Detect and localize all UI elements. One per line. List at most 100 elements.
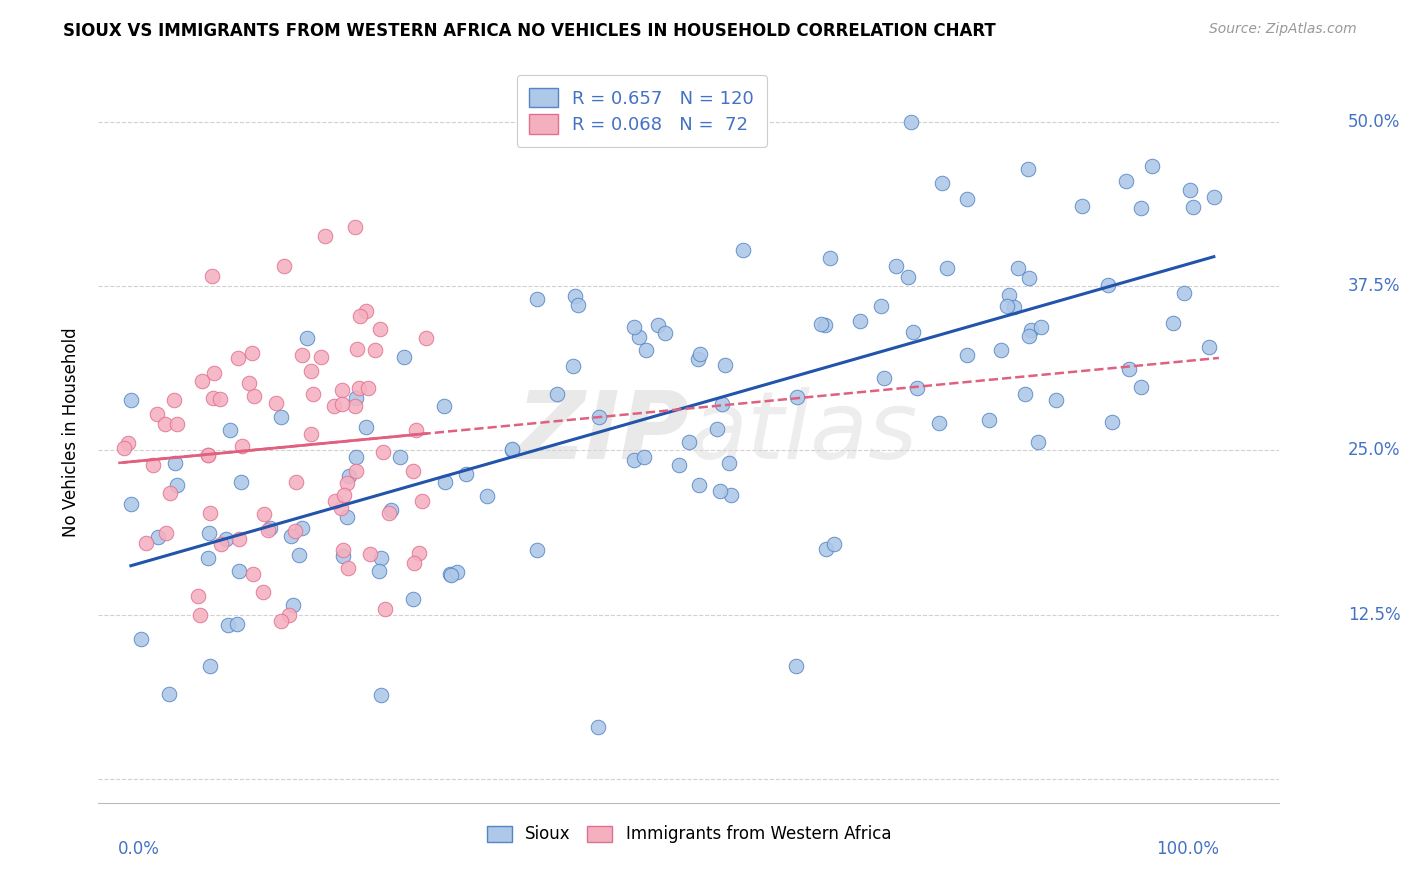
Point <box>238 376 260 391</box>
Point <box>454 467 477 482</box>
Point <box>197 525 219 540</box>
Point <box>200 268 222 283</box>
Point <box>1180 183 1202 197</box>
Point <box>818 252 841 266</box>
Point <box>897 270 920 285</box>
Text: 100.0%: 100.0% <box>1156 840 1219 858</box>
Point <box>252 585 274 599</box>
Point <box>344 219 367 234</box>
Point <box>200 507 222 521</box>
Text: Source: ZipAtlas.com: Source: ZipAtlas.com <box>1209 22 1357 37</box>
Point <box>270 409 292 424</box>
Point <box>201 391 224 405</box>
Point <box>1045 393 1067 408</box>
Point <box>901 325 924 339</box>
Point <box>148 530 170 544</box>
Point <box>931 176 953 190</box>
Point <box>1101 415 1123 429</box>
Point <box>280 528 302 542</box>
Point <box>142 458 165 472</box>
Point <box>226 616 249 631</box>
Point <box>323 493 346 508</box>
Point <box>129 632 152 646</box>
Point <box>546 387 568 401</box>
Point <box>1130 201 1153 215</box>
Point <box>323 399 346 413</box>
Point <box>411 493 433 508</box>
Point <box>402 556 425 570</box>
Point <box>588 409 610 424</box>
Point <box>329 500 352 515</box>
Point <box>187 589 209 603</box>
Point <box>627 330 650 344</box>
Point <box>266 396 288 410</box>
Point <box>240 346 263 360</box>
Point <box>344 399 367 413</box>
Point <box>564 289 586 303</box>
Point <box>706 422 728 436</box>
Point <box>356 303 378 318</box>
Point <box>359 547 381 561</box>
Point <box>415 331 437 345</box>
Point <box>290 348 312 362</box>
Point <box>1118 361 1140 376</box>
Point <box>405 423 427 437</box>
Point <box>336 560 359 574</box>
Point <box>346 464 368 478</box>
Point <box>634 343 657 357</box>
Point <box>526 292 548 306</box>
Point <box>733 243 755 257</box>
Point <box>202 366 225 380</box>
Point <box>368 322 391 336</box>
Point <box>344 392 367 406</box>
Point <box>1018 271 1040 285</box>
Point <box>309 350 332 364</box>
Point <box>686 351 709 366</box>
Point <box>1007 260 1029 275</box>
Point <box>163 456 186 470</box>
Point <box>623 319 645 334</box>
Point <box>242 567 264 582</box>
Point <box>259 521 281 535</box>
Point <box>135 536 157 550</box>
Point <box>668 458 690 472</box>
Point <box>935 261 957 276</box>
Point <box>501 442 523 457</box>
Point <box>823 536 845 550</box>
Point <box>654 326 676 340</box>
Point <box>159 687 181 701</box>
Point <box>253 507 276 521</box>
Point <box>814 318 837 332</box>
Point <box>159 486 181 500</box>
Point <box>956 348 979 362</box>
Point <box>402 591 425 606</box>
Point <box>389 450 412 464</box>
Point <box>226 351 249 365</box>
Legend: Sioux, Immigrants from Western Africa: Sioux, Immigrants from Western Africa <box>479 819 898 850</box>
Point <box>357 381 380 395</box>
Point <box>218 423 240 437</box>
Point <box>284 524 307 539</box>
Point <box>709 484 731 499</box>
Point <box>364 343 387 357</box>
Point <box>815 541 838 556</box>
Point <box>711 397 734 411</box>
Text: SIOUX VS IMMIGRANTS FROM WESTERN AFRICA NO VEHICLES IN HOUSEHOLD CORRELATION CHA: SIOUX VS IMMIGRANTS FROM WESTERN AFRICA … <box>63 22 995 40</box>
Text: atlas: atlas <box>689 387 917 478</box>
Point <box>301 386 323 401</box>
Point <box>1202 190 1225 204</box>
Point <box>332 549 354 563</box>
Point <box>166 478 188 492</box>
Point <box>567 298 589 312</box>
Point <box>1018 329 1040 343</box>
Point <box>446 565 468 579</box>
Point <box>291 521 314 535</box>
Point <box>217 618 239 632</box>
Point <box>333 488 356 502</box>
Point <box>872 371 894 385</box>
Point <box>956 192 979 206</box>
Text: 0.0%: 0.0% <box>118 840 160 858</box>
Point <box>344 450 367 464</box>
Point <box>190 374 212 388</box>
Point <box>288 549 311 563</box>
